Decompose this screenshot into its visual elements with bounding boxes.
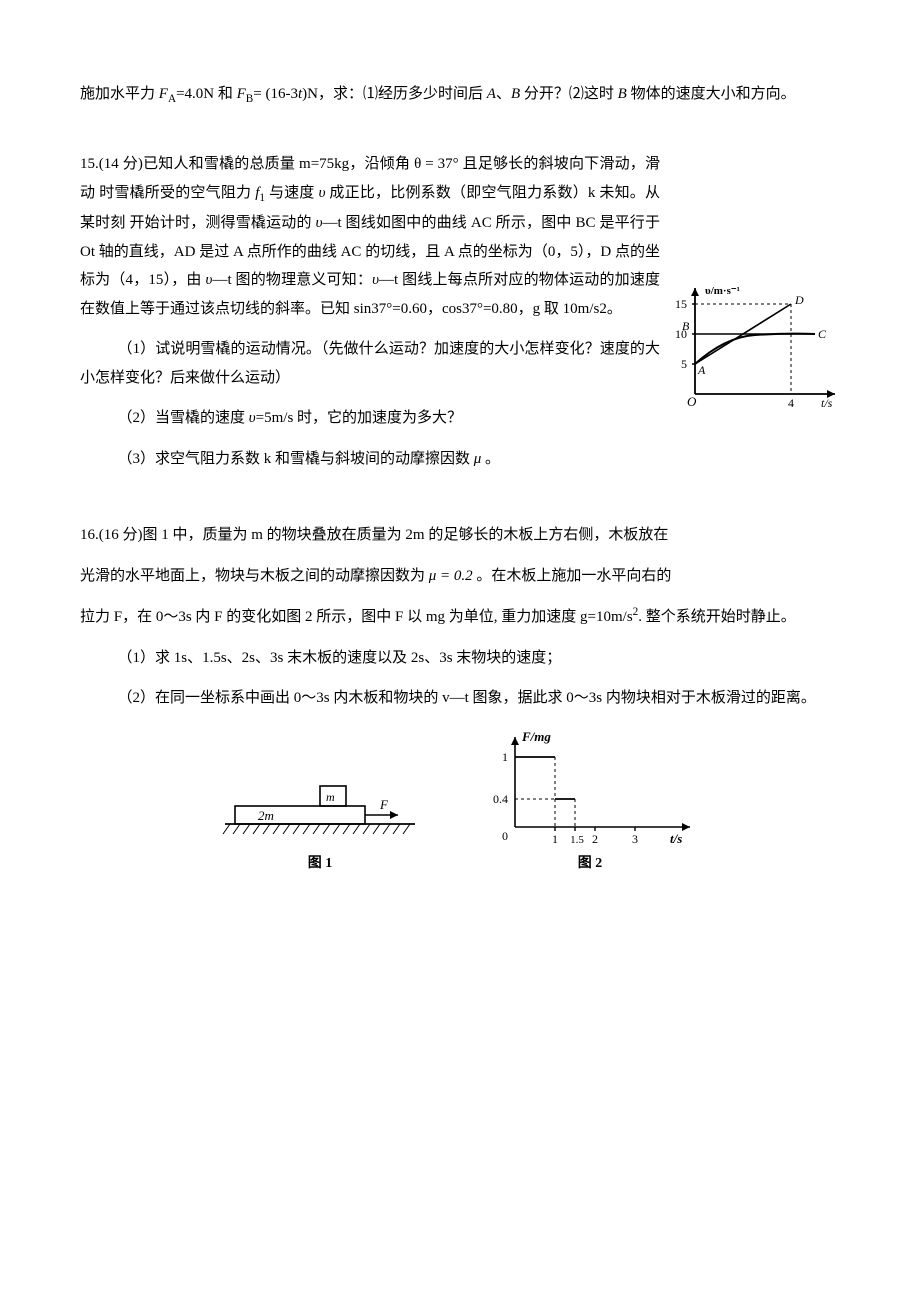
origin-label: O: [687, 394, 697, 409]
q15-head: 15.(14 分)已知人和雪橇的总质量 m=75kg，沿倾角: [80, 156, 414, 172]
fig1: 2m m F 图 1: [220, 762, 420, 878]
point-a: A: [697, 363, 706, 377]
after-ab: 分开？⑵这时: [520, 86, 618, 102]
b-var2: B: [618, 86, 627, 102]
q16-p1: 16.(16 分)图 1 中，质量为 m 的物块叠放在质量为 2m 的足够长的木…: [80, 521, 840, 550]
q14-pre: 施加水平力: [80, 86, 159, 102]
fb-unit: )N，求：⑴经历多少时间后: [302, 86, 487, 102]
fa-sub: A: [168, 93, 176, 105]
x3: 3: [632, 832, 638, 846]
fig2: 1 0.4 1 1.5 2 3 0 F/mg t/s 图 2: [480, 727, 700, 878]
q15-s3: （3）求空气阻力系数 k 和雪橇与斜坡间的动摩擦因数 μ 。: [80, 445, 660, 474]
y-axis-label: υ/m·s⁻¹: [705, 285, 740, 297]
fa-sym: F: [159, 86, 168, 102]
q16-p2b: 。在木板上施加一水平向右的: [473, 568, 672, 584]
q16-p2a: 光滑的水平地面上，物块与木板之间的动摩擦因数为: [80, 568, 429, 584]
q15-p3a: 开始计时，测得雪橇运动的: [129, 215, 315, 231]
fig1-label: 图 1: [308, 851, 333, 878]
q16-s2: （2）在同一坐标系中画出 0～3s 内木板和物块的 v—t 图象，据此求 0～3…: [80, 684, 840, 713]
xtick-4: 4: [788, 396, 794, 410]
fig2-label: 图 2: [578, 851, 603, 878]
q15-vt-graph: 5 10 15 4 O υ/m·s⁻¹ t/s A: [665, 282, 840, 412]
q16-p3: 拉力 F，在 0～3s 内 F 的变化如图 2 所示，图中 F 以 mg 为单位…: [80, 602, 840, 632]
point-c: C: [818, 327, 827, 341]
q14-tail: 物体的速度大小和方向。: [627, 86, 796, 102]
q16-p3a: 拉力 F，在 0～3s 内 F 的变化如图 2 所示，图中 F 以 mg 为单位…: [80, 609, 633, 625]
fb-val: = (16-3: [253, 86, 298, 102]
ytick-15: 15: [675, 297, 687, 311]
ytick-5: 5: [681, 357, 687, 371]
y1: 1: [502, 750, 508, 764]
q16-s1: （1）求 1s、1.5s、2s、3s 末木板的速度以及 2s、3s 末物块的速度…: [80, 644, 840, 673]
fb-sym: F: [237, 86, 246, 102]
q16-s2-wrap: （2）在同一坐标系中画出 0～3s 内木板和物块的 v—t 图象，据此求 0～3…: [80, 684, 840, 713]
sep: 、: [496, 86, 511, 102]
b-var: B: [511, 86, 520, 102]
point-d: D: [794, 293, 804, 307]
x1: 1: [552, 832, 558, 846]
q15-s2b: =5m/s 时，它的加速度为多大？: [256, 410, 462, 426]
a-var: A: [487, 86, 496, 102]
point-b: B: [682, 319, 690, 333]
plank-label: 2m: [258, 808, 274, 823]
x15: 1.5: [570, 834, 584, 846]
x-axis-label: t/s: [821, 396, 833, 410]
q15-s1: （1）试说明雪橇的运动情况。（先做什么运动？加速度的大小怎样变化？速度的大小怎样…: [80, 335, 660, 392]
q15-p2a: 时雪橇所受的空气阻力: [99, 185, 255, 201]
q15-p2b: 与速度: [265, 185, 319, 201]
q15-s3b: 。: [481, 451, 500, 467]
x2: 2: [592, 832, 598, 846]
force-label: F: [379, 797, 389, 812]
q16-p3b: . 整个系统开始时静止。: [638, 609, 796, 625]
q16-figures: 2m m F 图 1 1: [80, 727, 840, 878]
origin: 0: [502, 829, 508, 843]
fa-val: =4.0N 和: [176, 86, 237, 102]
q15-s3a: （3）求空气阻力系数 k 和雪橇与斜坡间的动摩擦因数: [118, 451, 474, 467]
q15-s2a: （2）当雪橇的速度: [118, 410, 249, 426]
q16-p2: 光滑的水平地面上，物块与木板之间的动摩擦因数为 μ = 0.2 。在木板上施加一…: [80, 562, 840, 591]
block-label: m: [326, 790, 335, 804]
mu-eq: μ = 0.2: [429, 568, 473, 584]
theta: θ = 37°: [414, 156, 459, 172]
q15-p3c: —t 图的物理意义可知：: [212, 272, 372, 288]
q14-text: 施加水平力 FA=4.0N 和 FB= (16-3t)N，求：⑴经历多少时间后 …: [80, 80, 840, 110]
x-label: t/s: [670, 831, 682, 846]
v5: υ: [249, 410, 256, 426]
q15-p1: 15.(14 分)已知人和雪橇的总质量 m=75kg，沿倾角 θ = 37° 且…: [80, 150, 660, 323]
y-label: F/mg: [521, 729, 551, 744]
q15-block: 15.(14 分)已知人和雪橇的总质量 m=75kg，沿倾角 θ = 37° 且…: [80, 150, 840, 473]
q15-s2: （2）当雪橇的速度 υ=5m/s 时，它的加速度为多大？: [80, 404, 660, 433]
v4: υ: [372, 272, 379, 288]
y04: 0.4: [493, 792, 508, 806]
